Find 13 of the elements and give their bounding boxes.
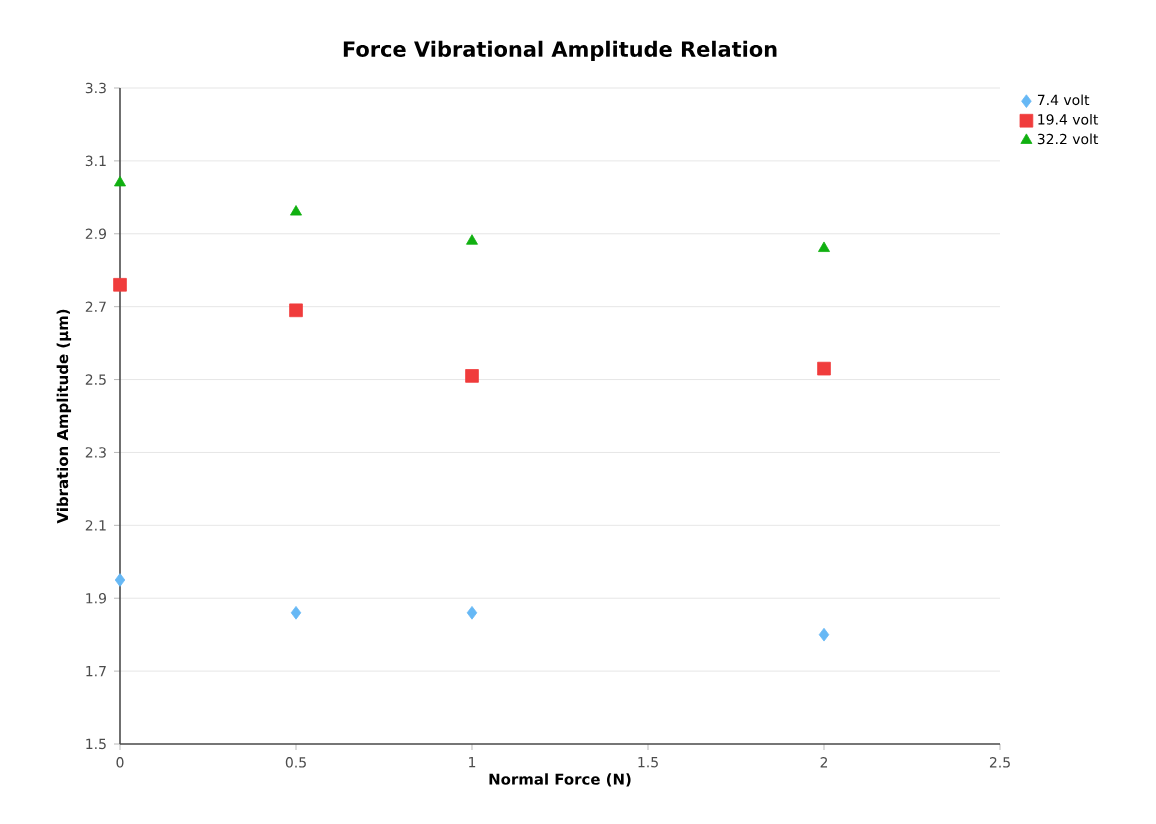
point: [290, 205, 302, 216]
point: [818, 627, 830, 642]
point: [114, 175, 126, 187]
point: [466, 234, 478, 245]
point: [465, 369, 479, 383]
point: [113, 277, 127, 292]
point: [290, 606, 302, 620]
chart-title: Force Vibrational Amplitude Relation: [343, 40, 777, 61]
point: [818, 241, 830, 252]
point: [817, 361, 831, 376]
point: [114, 573, 126, 587]
point: [289, 303, 303, 318]
point: [466, 606, 478, 620]
